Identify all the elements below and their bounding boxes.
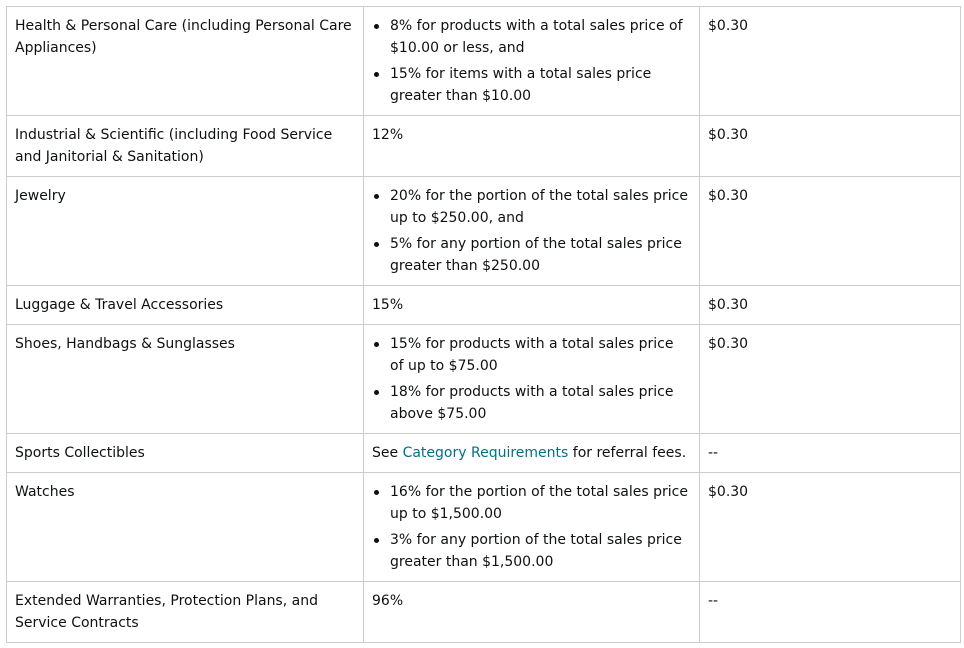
fee-cell: 12% bbox=[363, 115, 700, 177]
category-cell: Health & Personal Care (including Person… bbox=[6, 6, 364, 116]
table-row: Extended Warranties, Protection Plans, a… bbox=[6, 581, 961, 643]
table-row: Watches 16% for the portion of the total… bbox=[6, 472, 961, 582]
table-row: Health & Personal Care (including Person… bbox=[6, 6, 961, 116]
min-fee-cell: $0.30 bbox=[699, 6, 961, 116]
category-cell: Extended Warranties, Protection Plans, a… bbox=[6, 581, 364, 643]
fee-list: 16% for the portion of the total sales p… bbox=[372, 481, 691, 573]
fee-list: 20% for the portion of the total sales p… bbox=[372, 185, 691, 277]
fee-list-item: 20% for the portion of the total sales p… bbox=[374, 185, 691, 229]
fee-cell: 15% bbox=[363, 285, 700, 325]
fee-list-item: 16% for the portion of the total sales p… bbox=[374, 481, 691, 525]
category-cell: Watches bbox=[6, 472, 364, 582]
table-row: Luggage & Travel Accessories 15% $0.30 bbox=[6, 285, 961, 325]
fee-list-item: 18% for products with a total sales pric… bbox=[374, 381, 691, 425]
min-fee-cell: $0.30 bbox=[699, 176, 961, 286]
fee-cell: 16% for the portion of the total sales p… bbox=[363, 472, 700, 582]
fee-cell: 96% bbox=[363, 581, 700, 643]
category-cell: Luggage & Travel Accessories bbox=[6, 285, 364, 325]
category-cell: Jewelry bbox=[6, 176, 364, 286]
fee-cell: 20% for the portion of the total sales p… bbox=[363, 176, 700, 286]
fee-list: 8% for products with a total sales price… bbox=[372, 15, 691, 107]
fee-prefix: See bbox=[372, 445, 403, 461]
fee-list: 15% for products with a total sales pric… bbox=[372, 333, 691, 425]
min-fee-cell: $0.30 bbox=[699, 472, 961, 582]
table-row: Jewelry 20% for the portion of the total… bbox=[6, 176, 961, 286]
fee-suffix: for referral fees. bbox=[568, 445, 687, 461]
fee-cell: 15% for products with a total sales pric… bbox=[363, 324, 700, 434]
category-cell: Shoes, Handbags & Sunglasses bbox=[6, 324, 364, 434]
min-fee-cell: $0.30 bbox=[699, 324, 961, 434]
min-fee-cell: $0.30 bbox=[699, 115, 961, 177]
fee-list-item: 8% for products with a total sales price… bbox=[374, 15, 691, 59]
fee-list-item: 3% for any portion of the total sales pr… bbox=[374, 529, 691, 573]
fee-list-item: 15% for products with a total sales pric… bbox=[374, 333, 691, 377]
fee-list-item: 5% for any portion of the total sales pr… bbox=[374, 233, 691, 277]
fee-cell: See Category Requirements for referral f… bbox=[363, 433, 700, 473]
min-fee-cell: -- bbox=[699, 433, 961, 473]
table-row: Sports Collectibles See Category Require… bbox=[6, 433, 961, 473]
table-row: Shoes, Handbags & Sunglasses 15% for pro… bbox=[6, 324, 961, 434]
min-fee-cell: -- bbox=[699, 581, 961, 643]
category-cell: Sports Collectibles bbox=[6, 433, 364, 473]
min-fee-cell: $0.30 bbox=[699, 285, 961, 325]
table-row: Industrial & Scientific (including Food … bbox=[6, 115, 961, 177]
fee-list-item: 15% for items with a total sales price g… bbox=[374, 63, 691, 107]
referral-fee-table: Health & Personal Care (including Person… bbox=[6, 6, 961, 643]
category-requirements-link[interactable]: Category Requirements bbox=[402, 445, 569, 461]
category-cell: Industrial & Scientific (including Food … bbox=[6, 115, 364, 177]
fee-cell: 8% for products with a total sales price… bbox=[363, 6, 700, 116]
